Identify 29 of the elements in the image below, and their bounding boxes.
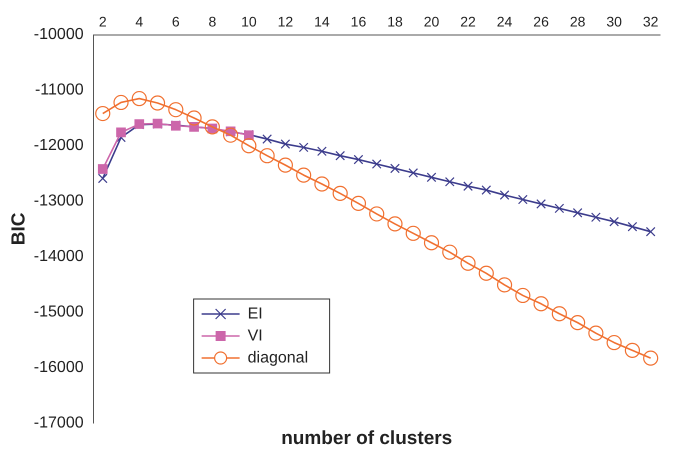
x-tick-label: 14 bbox=[314, 13, 330, 30]
x-tick-label: 2 bbox=[98, 13, 107, 30]
x-tick-label: 16 bbox=[350, 13, 366, 30]
legend-label: EI bbox=[248, 305, 263, 322]
x-tick-label: 20 bbox=[424, 13, 440, 30]
y-tick-label: -11000 bbox=[34, 82, 84, 99]
x-axis-title: number of clusters bbox=[281, 428, 452, 450]
y-tick-label: -14000 bbox=[34, 248, 84, 266]
y-tick-label: -17000 bbox=[34, 414, 84, 432]
x-tick-label: 24 bbox=[496, 13, 513, 30]
x-tick-label: 30 bbox=[606, 13, 622, 30]
y-tick-label: -15000 bbox=[34, 303, 84, 320]
x-tick-label: 12 bbox=[278, 13, 294, 30]
y-tick-label: -10000 bbox=[34, 26, 84, 44]
x-tick-label: 18 bbox=[387, 13, 403, 30]
legend-label: VI bbox=[248, 327, 263, 344]
x-tick-label: 6 bbox=[172, 13, 180, 30]
y-tick-label: -12000 bbox=[34, 137, 84, 154]
y-tick-label: -13000 bbox=[34, 192, 84, 210]
x-tick-label: 28 bbox=[570, 13, 586, 30]
x-tick-label: 32 bbox=[642, 13, 659, 30]
x-tick-label: 8 bbox=[208, 13, 216, 30]
legend-label: diagonal bbox=[248, 349, 308, 366]
x-tick-label: 4 bbox=[135, 13, 144, 30]
x-tick-label: 26 bbox=[533, 13, 550, 30]
y-tick-label: -16000 bbox=[34, 358, 84, 376]
x-tick-label: 10 bbox=[241, 13, 257, 30]
y-axis-title: BIC bbox=[8, 212, 30, 246]
x-tick-label: 22 bbox=[460, 13, 476, 30]
